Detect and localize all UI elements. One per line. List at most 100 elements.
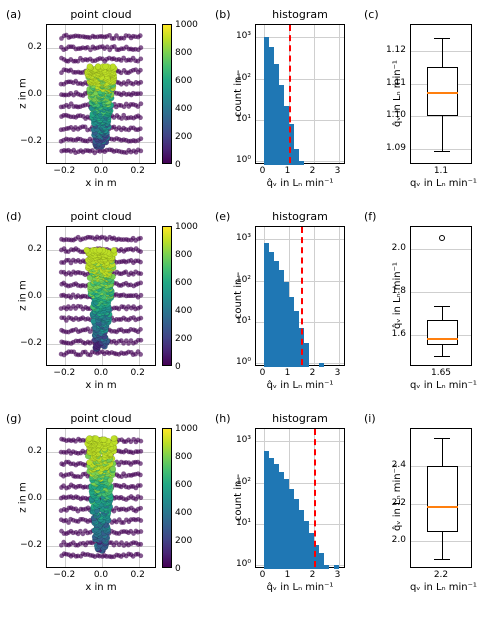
- ytick: 1.09: [376, 143, 406, 153]
- ytick: 0.2: [16, 446, 42, 456]
- hist-panel: (e)histogram012310⁰10¹10²10³count in -q̂…: [213, 210, 358, 408]
- colorbar-tick: 1000: [175, 20, 198, 30]
- panel-letter: (g): [6, 412, 22, 425]
- colorbar-tick: 200: [175, 334, 192, 344]
- xtick: 0.0: [94, 570, 108, 580]
- ytick: −0.2: [16, 540, 42, 550]
- ytick: 0.2: [16, 42, 42, 52]
- panel-letter: (h): [215, 412, 231, 425]
- ytick: 2.0: [376, 243, 406, 253]
- colorbar: 02004006008001000: [162, 24, 172, 164]
- hist-plot: [255, 226, 345, 366]
- scatter-title: point cloud: [46, 210, 156, 223]
- scatter-xlabel: x in m: [46, 380, 156, 391]
- hist-panel: (h)histogram012310⁰10¹10²10³count in -q̂…: [213, 412, 358, 610]
- box-xlabel: qᵥ in Lₙ min⁻¹: [410, 380, 472, 391]
- xtick: 2: [310, 570, 316, 580]
- scatter-title: point cloud: [46, 412, 156, 425]
- panel-letter: (a): [6, 8, 21, 21]
- box-panel: (i)2.02.22.42.2q̂ᵥ in Lₙ min⁻¹qᵥ in Lₙ m…: [362, 412, 492, 610]
- colorbar-tick: 400: [175, 306, 192, 316]
- ytick: 10⁰: [225, 155, 251, 165]
- xtick: 3: [335, 368, 341, 378]
- xtick: 0: [260, 368, 266, 378]
- box-panel: (c)1.091.101.111.121.1q̂ᵥ in Lₙ min⁻¹qᵥ …: [362, 8, 492, 206]
- hist-vline: [314, 429, 316, 567]
- panel-letter: (i): [364, 412, 376, 425]
- box-plot: [410, 226, 472, 366]
- colorbar-tick: 800: [175, 48, 192, 58]
- box-rect: [427, 466, 458, 531]
- box-ylabel: q̂ᵥ in Lₙ min⁻¹: [392, 464, 403, 531]
- scatter-title: point cloud: [46, 8, 156, 21]
- box-rect: [427, 320, 458, 346]
- colorbar-tick: 400: [175, 508, 192, 518]
- hist-plot: [255, 24, 345, 164]
- box-xlabel: qᵥ in Lₙ min⁻¹: [410, 178, 472, 189]
- panel-letter: (d): [6, 210, 22, 223]
- scatter-panel: (g)point cloud−0.20.00.2−0.20.00.2z in m…: [4, 412, 209, 610]
- hist-bar: [334, 565, 339, 569]
- hist-vline: [301, 227, 303, 365]
- ytick: 2.0: [376, 535, 406, 545]
- colorbar-tick: 0: [175, 160, 181, 170]
- colorbar-tick: 200: [175, 132, 192, 142]
- box-plot: [410, 428, 472, 568]
- box-plot: [410, 24, 472, 164]
- scatter-xlabel: x in m: [46, 178, 156, 189]
- colorbar-tick: 1000: [175, 424, 198, 434]
- scatter-panel: (a)point cloud−0.20.00.2−0.20.00.2z in m…: [4, 8, 209, 206]
- hist-xlabel: q̂ᵥ in Lₙ min⁻¹: [255, 380, 345, 391]
- hist-bar: [324, 565, 329, 569]
- box-xlabel: qᵥ in Lₙ min⁻¹: [410, 582, 472, 593]
- colorbar-tick: 0: [175, 564, 181, 574]
- box-ylabel: q̂ᵥ in Lₙ min⁻¹: [392, 60, 403, 127]
- scatter-xlabel: x in m: [46, 582, 156, 593]
- hist-xlabel: q̂ᵥ in Lₙ min⁻¹: [255, 582, 345, 593]
- scatter-plot: [46, 428, 156, 568]
- ytick: −0.2: [16, 136, 42, 146]
- hist-xlabel: q̂ᵥ in Lₙ min⁻¹: [255, 178, 345, 189]
- hist-vline: [289, 25, 291, 163]
- panel-letter: (c): [364, 8, 379, 21]
- xtick: −0.2: [53, 368, 75, 378]
- box-panel: (f)1.61.82.01.65q̂ᵥ in Lₙ min⁻¹qᵥ in Lₙ …: [362, 210, 492, 408]
- hist-plot: [255, 428, 345, 568]
- colorbar-tick: 600: [175, 76, 192, 86]
- colorbar: 02004006008001000: [162, 226, 172, 366]
- colorbar-tick: 600: [175, 480, 192, 490]
- colorbar: 02004006008001000: [162, 428, 172, 568]
- hist-bar: [319, 363, 324, 367]
- xtick: 0.0: [94, 166, 108, 176]
- xtick: 1.65: [431, 368, 451, 378]
- hist-panel: (b)histogram012310⁰10¹10²10³count in -q̂…: [213, 8, 358, 206]
- xtick: 0: [260, 166, 266, 176]
- xtick: 0.2: [130, 570, 144, 580]
- xtick: −0.2: [53, 166, 75, 176]
- hist-ylabel: count in -: [233, 272, 244, 319]
- xtick: 0.2: [130, 368, 144, 378]
- ytick: 10³: [225, 31, 251, 41]
- scatter-ylabel: z in m: [18, 78, 29, 108]
- ytick: 1.6: [376, 329, 406, 339]
- colorbar-tick: 0: [175, 362, 181, 372]
- outlier: [439, 235, 445, 241]
- colorbar-tick: 800: [175, 250, 192, 260]
- scatter-plot: [46, 24, 156, 164]
- panel-letter: (f): [364, 210, 376, 223]
- ytick: 10³: [225, 435, 251, 445]
- ytick: −0.2: [16, 338, 42, 348]
- hist-ylabel: count in -: [233, 70, 244, 117]
- xtick: 1.1: [434, 166, 448, 176]
- colorbar-tick: 600: [175, 278, 192, 288]
- ytick: 10⁰: [225, 357, 251, 367]
- xtick: 2: [310, 166, 316, 176]
- xtick: 1: [285, 166, 291, 176]
- panel-letter: (b): [215, 8, 231, 21]
- colorbar-tick: 200: [175, 536, 192, 546]
- ytick: 10³: [225, 233, 251, 243]
- hist-title: histogram: [255, 8, 345, 21]
- colorbar-tick: 800: [175, 452, 192, 462]
- scatter-ylabel: z in m: [18, 280, 29, 310]
- hist-bar: [304, 343, 309, 367]
